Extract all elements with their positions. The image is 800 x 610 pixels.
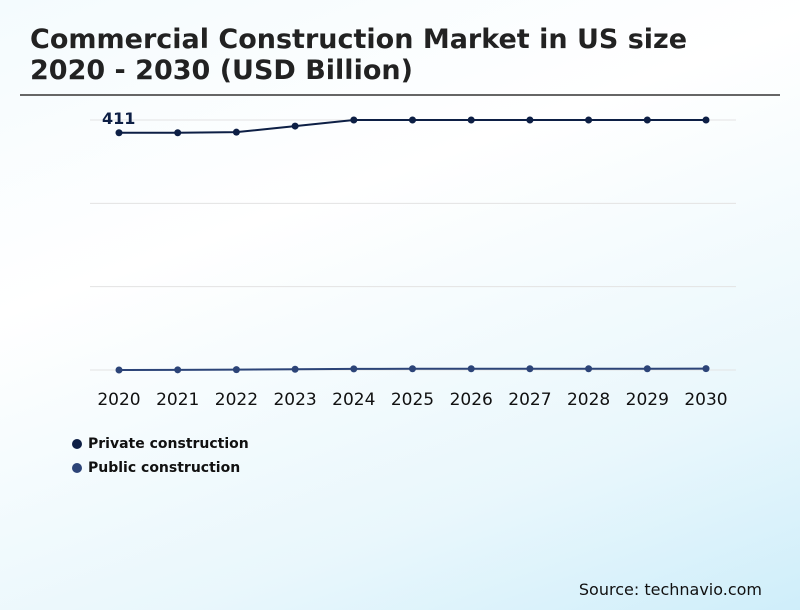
data-point [585, 365, 593, 373]
x-tick-label: 2029 [626, 390, 669, 410]
data-point [350, 116, 358, 124]
x-tick-label: 2024 [332, 390, 375, 410]
source-note: Source: technavio.com [578, 580, 762, 599]
x-tick-label: 2020 [97, 390, 140, 410]
data-point [174, 366, 182, 374]
data-point [643, 116, 651, 124]
data-point [350, 365, 358, 373]
data-point [291, 365, 299, 373]
data-point [115, 129, 123, 137]
x-tick-label: 2021 [156, 390, 199, 410]
x-tick-label: 2028 [567, 390, 610, 410]
data-point [526, 365, 534, 373]
data-point [467, 365, 475, 373]
data-point [702, 365, 710, 373]
data-point [585, 116, 593, 124]
data-point [409, 365, 416, 373]
x-tick-label: 2022 [215, 390, 258, 410]
x-tick-label: 2025 [391, 390, 434, 410]
title-divider [20, 94, 780, 96]
legend-item-public: Public construction [72, 460, 240, 476]
legend-marker-icon [72, 439, 82, 449]
data-point [409, 116, 416, 124]
chart-title: Commercial Construction Market in US siz… [30, 24, 688, 86]
data-point [526, 116, 534, 124]
data-point [174, 129, 182, 137]
data-point [232, 128, 240, 136]
data-point [702, 116, 710, 124]
legend-label: Private construction [88, 436, 249, 452]
data-point [467, 116, 475, 124]
legend-item-private: Private construction [72, 436, 249, 452]
data-point [232, 366, 240, 374]
data-label: 411 [102, 109, 135, 128]
x-tick-label: 2027 [508, 390, 551, 410]
x-tick-label: 2026 [450, 390, 493, 410]
x-tick-label: 2023 [273, 390, 316, 410]
x-tick-label: 2030 [684, 390, 727, 410]
legend-marker-icon [72, 463, 82, 473]
legend-label: Public construction [88, 460, 241, 476]
data-point [291, 122, 299, 130]
data-point [643, 365, 651, 373]
data-point [115, 366, 123, 374]
